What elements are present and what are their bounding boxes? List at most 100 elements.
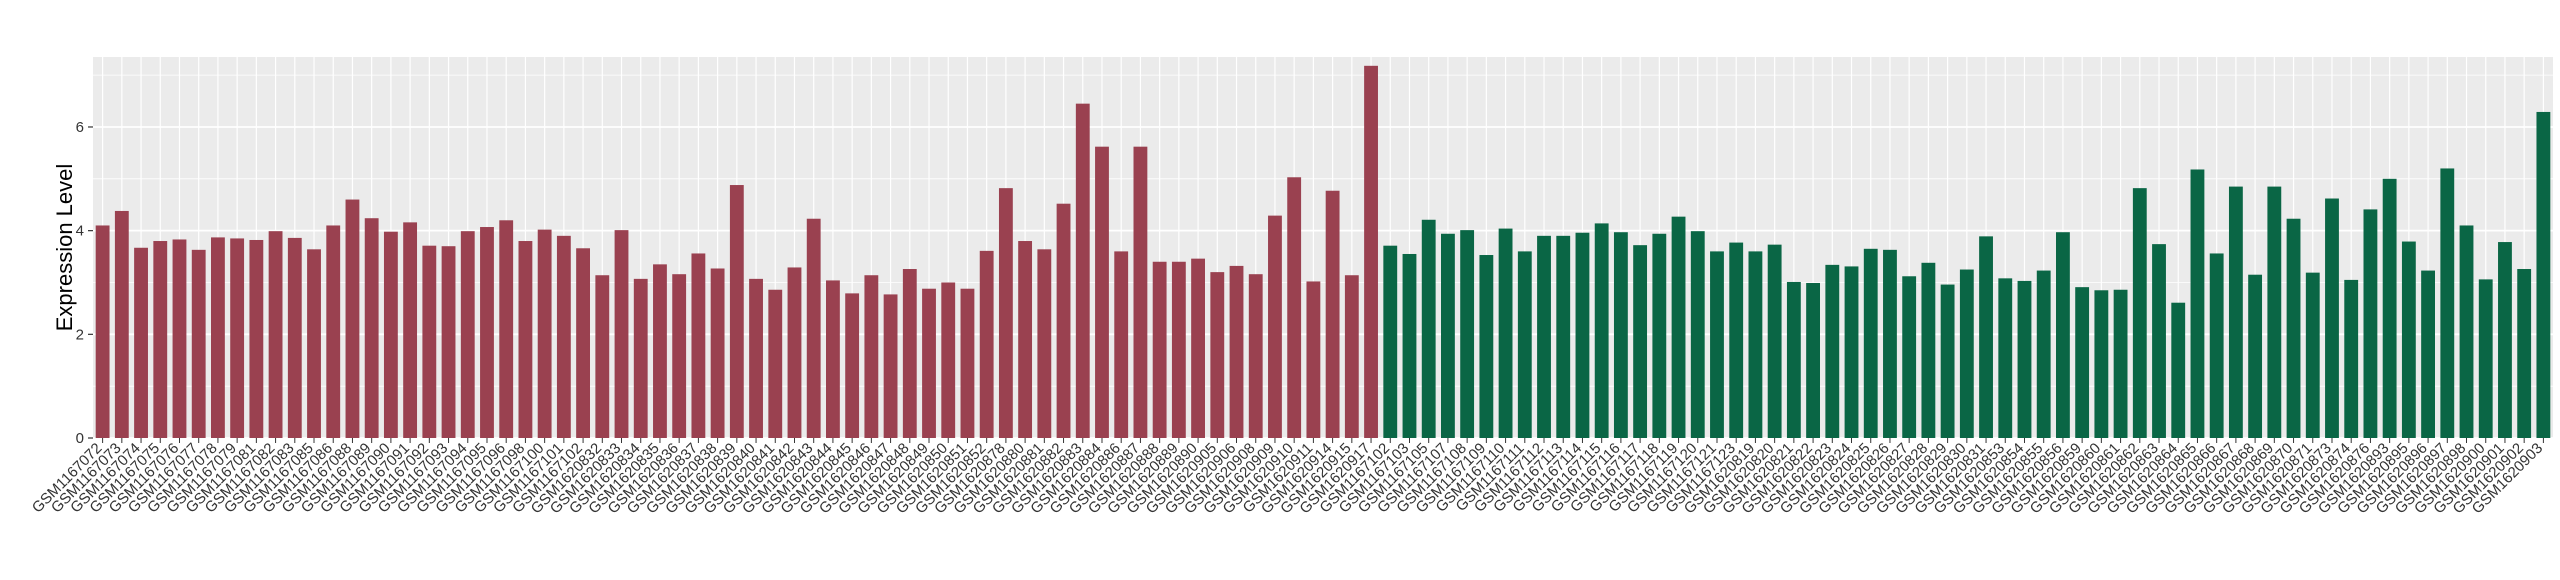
y-axis: 0 2 4 6 [76,119,93,447]
bar [1152,261,1167,438]
bar [1613,232,1628,438]
y-tick-label: 6 [76,119,84,136]
bar [383,231,398,438]
bar [902,269,917,438]
bar [1671,216,1686,438]
bar [1517,251,1532,438]
bar [1133,146,1148,438]
bar [153,241,168,438]
bar [1806,283,1820,438]
bar [211,237,225,438]
bar [1633,245,1648,438]
bar [1421,219,1436,438]
bar [1863,248,1878,438]
bar [2536,111,2551,439]
bar [2209,253,2224,438]
bar [1441,233,1455,438]
bar [2325,198,2339,438]
bar [2401,241,2416,438]
bar [114,210,129,438]
y-tick-label: 0 [76,430,84,447]
bar [1921,262,1936,438]
bar [1998,278,2013,438]
bar [864,275,879,438]
bar [2017,280,2032,438]
bar [2382,178,2397,438]
bar [1748,251,1763,438]
bar [826,280,840,438]
bar [2075,287,2090,438]
bar [1229,265,1244,438]
bar [2459,225,2474,438]
bar [595,275,610,438]
bar [2440,168,2455,438]
bar [1786,281,1801,438]
bar [2036,270,2051,438]
bar [460,231,475,438]
bar [710,268,725,438]
bar [403,222,418,438]
bar [134,247,148,438]
bar [287,237,302,438]
bar [307,249,321,438]
bar [1825,264,1840,438]
bar [2132,188,2147,438]
bar [1883,249,1897,438]
bar [1537,235,1551,438]
bar [729,185,744,438]
bar [998,188,1013,438]
bar [191,249,206,438]
bar [633,278,648,438]
bar [1479,255,1494,438]
bar [2094,290,2109,438]
bar [1690,231,1705,438]
bar [499,220,514,438]
bar [1268,215,1282,438]
bar [2113,289,2128,438]
bar [960,288,975,438]
bar [95,225,110,438]
y-axis-title: Expression Level [52,164,77,332]
bar [249,239,264,438]
bar [1364,65,1378,438]
bar [2478,279,2493,438]
bar [1383,245,1398,438]
bar [1018,241,1033,438]
bar [2171,302,2186,438]
bar [1460,230,1475,438]
bar [172,239,187,438]
bar [1594,223,1609,438]
bar [2248,274,2263,438]
bar [883,294,898,438]
bar [2228,186,2243,438]
bar [1729,242,1744,438]
bar [1171,261,1186,438]
bar [979,250,994,438]
bar [576,248,590,438]
bar [1210,272,1225,438]
bar [1652,233,1667,438]
bar [672,274,687,438]
bar [1940,284,1955,438]
bar [941,282,956,438]
x-axis: GSM1167072GSM1167073GSM1167074GSM1167075… [29,438,2546,517]
bar [2152,244,2166,438]
bar [1191,258,1205,438]
bars [95,65,2551,439]
bar [1902,276,1917,438]
y-tick-label: 4 [76,223,84,240]
bar [230,238,245,438]
bar [1402,253,1417,438]
y-tick-label: 2 [76,326,84,343]
bar [1844,266,1859,438]
bar [653,264,667,438]
bar [2517,269,2532,438]
bar [2190,169,2205,438]
bar [268,231,283,438]
bar [364,218,379,438]
bar [518,241,533,438]
bar [845,293,860,438]
bar [422,245,437,438]
bar [1056,203,1071,438]
